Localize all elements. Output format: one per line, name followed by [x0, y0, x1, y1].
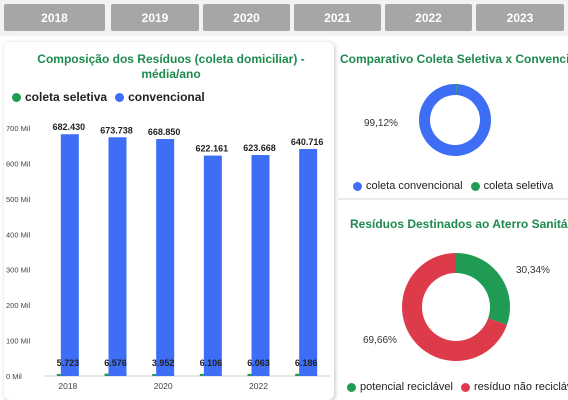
legend-item-potencial-reciclavel[interactable]: potencial reciclável — [347, 381, 453, 393]
legend-dot-green-icon — [12, 92, 21, 102]
bar-coleta-seletiva-2020 — [152, 374, 157, 376]
comparativo-chart-title: Comparativo Coleta Seletiva x Convencion… — [340, 52, 568, 66]
y-tick-label: 300 Mil — [6, 266, 31, 275]
legend-dot-red-icon — [460, 382, 470, 392]
data-label-coleta-seletiva: 6.106 — [200, 358, 223, 368]
legend-label: coleta seletiva — [483, 180, 554, 192]
title-line-2: média/ano — [141, 67, 201, 81]
data-label-coleta-seletiva: 3.952 — [152, 358, 175, 368]
donut-slice-coleta-convencional — [419, 84, 491, 156]
y-tick-label: 600 Mil — [6, 159, 31, 168]
y-tick-label: 0 Mil — [6, 372, 22, 381]
composition-chart-title: Composição dos Resíduos (coleta domicili… — [14, 52, 328, 82]
aterro-legend: potencial reciclável resíduo não reciclá… — [347, 381, 568, 393]
year-filter-2019[interactable]: 2019 — [111, 4, 199, 31]
panel-divider — [338, 198, 568, 200]
bar-coleta-seletiva-2022 — [247, 373, 252, 376]
bar-convencional-2022 — [251, 155, 270, 376]
data-label-convencional: 682.430 — [53, 122, 86, 132]
composition-legend: coleta seletiva convencional — [12, 90, 213, 104]
legend-item-coleta-convencional[interactable]: coleta convencional — [353, 180, 463, 192]
donut-slice-potencial-reciclável — [456, 253, 510, 325]
year-filter-2018[interactable]: 2018 — [4, 4, 105, 31]
comparativo-donut-chart[interactable] — [418, 77, 492, 165]
legend-label: resíduo não reciclável — [473, 381, 568, 393]
year-filter-2022[interactable]: 2022 — [385, 4, 472, 31]
y-tick-label: 200 Mil — [6, 301, 31, 310]
y-tick-label: 700 Mil — [6, 124, 31, 133]
bar-convencional-2021 — [203, 155, 222, 376]
label-reciclavel-percent: 30,34% — [516, 265, 550, 276]
legend-label: coleta convencional — [366, 180, 463, 192]
y-tick-label: 400 Mil — [6, 230, 31, 239]
bar-coleta-seletiva-2018 — [56, 373, 61, 376]
legend-item-coleta-seletiva[interactable]: coleta seletiva — [470, 180, 554, 192]
data-label-convencional: 622.161 — [196, 144, 229, 154]
bar-coleta-seletiva-2021 — [199, 373, 204, 376]
data-label-convencional: 623.668 — [243, 143, 276, 153]
data-label-convencional: 668.850 — [148, 127, 181, 137]
bar-coleta-seletiva-2023 — [295, 373, 300, 376]
legend-item-convencional[interactable]: convencional — [115, 90, 205, 104]
legend-dot-green-icon — [470, 181, 480, 191]
y-tick-label: 500 Mil — [6, 195, 31, 204]
bar-coleta-seletiva-2019 — [104, 373, 109, 376]
title-line-1: Composição dos Resíduos (coleta domicili… — [37, 52, 305, 66]
x-tick-label: 2018 — [58, 381, 77, 391]
data-label-convencional: 640.716 — [291, 137, 324, 147]
donut-slice-resíduo-não-reciclável — [402, 253, 507, 361]
year-filter-bar: 2018 2019 2020 2021 2022 2023 — [0, 0, 568, 36]
bar-convencional-2023 — [299, 149, 318, 376]
aterro-donut-chart[interactable] — [400, 249, 512, 365]
bar-convencional-2020 — [156, 139, 175, 376]
data-label-convencional: 673.738 — [100, 125, 133, 135]
y-tick-label: 100 Mil — [6, 337, 31, 346]
x-tick-label: 2022 — [249, 381, 268, 391]
aterro-chart-title: Resíduos Destinados ao Aterro Sanitário — [350, 217, 568, 231]
legend-dot-blue-icon — [353, 181, 362, 191]
legend-dot-green-icon — [347, 382, 356, 392]
year-filter-2020[interactable]: 2020 — [203, 4, 290, 31]
legend-dot-blue-icon — [115, 92, 125, 102]
legend-label: potencial reciclável — [360, 381, 453, 393]
comparativo-legend: coleta convencional coleta seletiva — [353, 180, 561, 192]
legend-label: convencional — [128, 90, 205, 104]
year-filter-2021[interactable]: 2021 — [294, 4, 381, 31]
data-label-coleta-seletiva: 6.186 — [295, 358, 318, 368]
legend-item-residuo-nao-reciclavel[interactable]: resíduo não reciclável — [460, 381, 568, 393]
label-nao-reciclavel-percent: 69,66% — [363, 335, 397, 346]
data-label-coleta-seletiva: 6.063 — [247, 358, 270, 368]
x-tick-label: 2020 — [154, 381, 173, 391]
legend-item-coleta-seletiva[interactable]: coleta seletiva — [12, 90, 107, 104]
donut-slice-coleta-seletiva — [455, 84, 457, 96]
bar-convencional-2019 — [108, 137, 127, 376]
label-convencional-percent: 99,12% — [364, 118, 398, 129]
year-filter-2023[interactable]: 2023 — [476, 4, 564, 31]
legend-label: coleta seletiva — [25, 90, 108, 104]
bar-convencional-2018 — [60, 134, 79, 376]
data-label-coleta-seletiva: 6.576 — [104, 358, 127, 368]
bar-chart: 0 Mil 100 Mil 200 Mil 300 Mil 400 Mil 500 Mil… — [6, 122, 330, 391]
data-label-coleta-seletiva: 5.723 — [57, 358, 80, 368]
